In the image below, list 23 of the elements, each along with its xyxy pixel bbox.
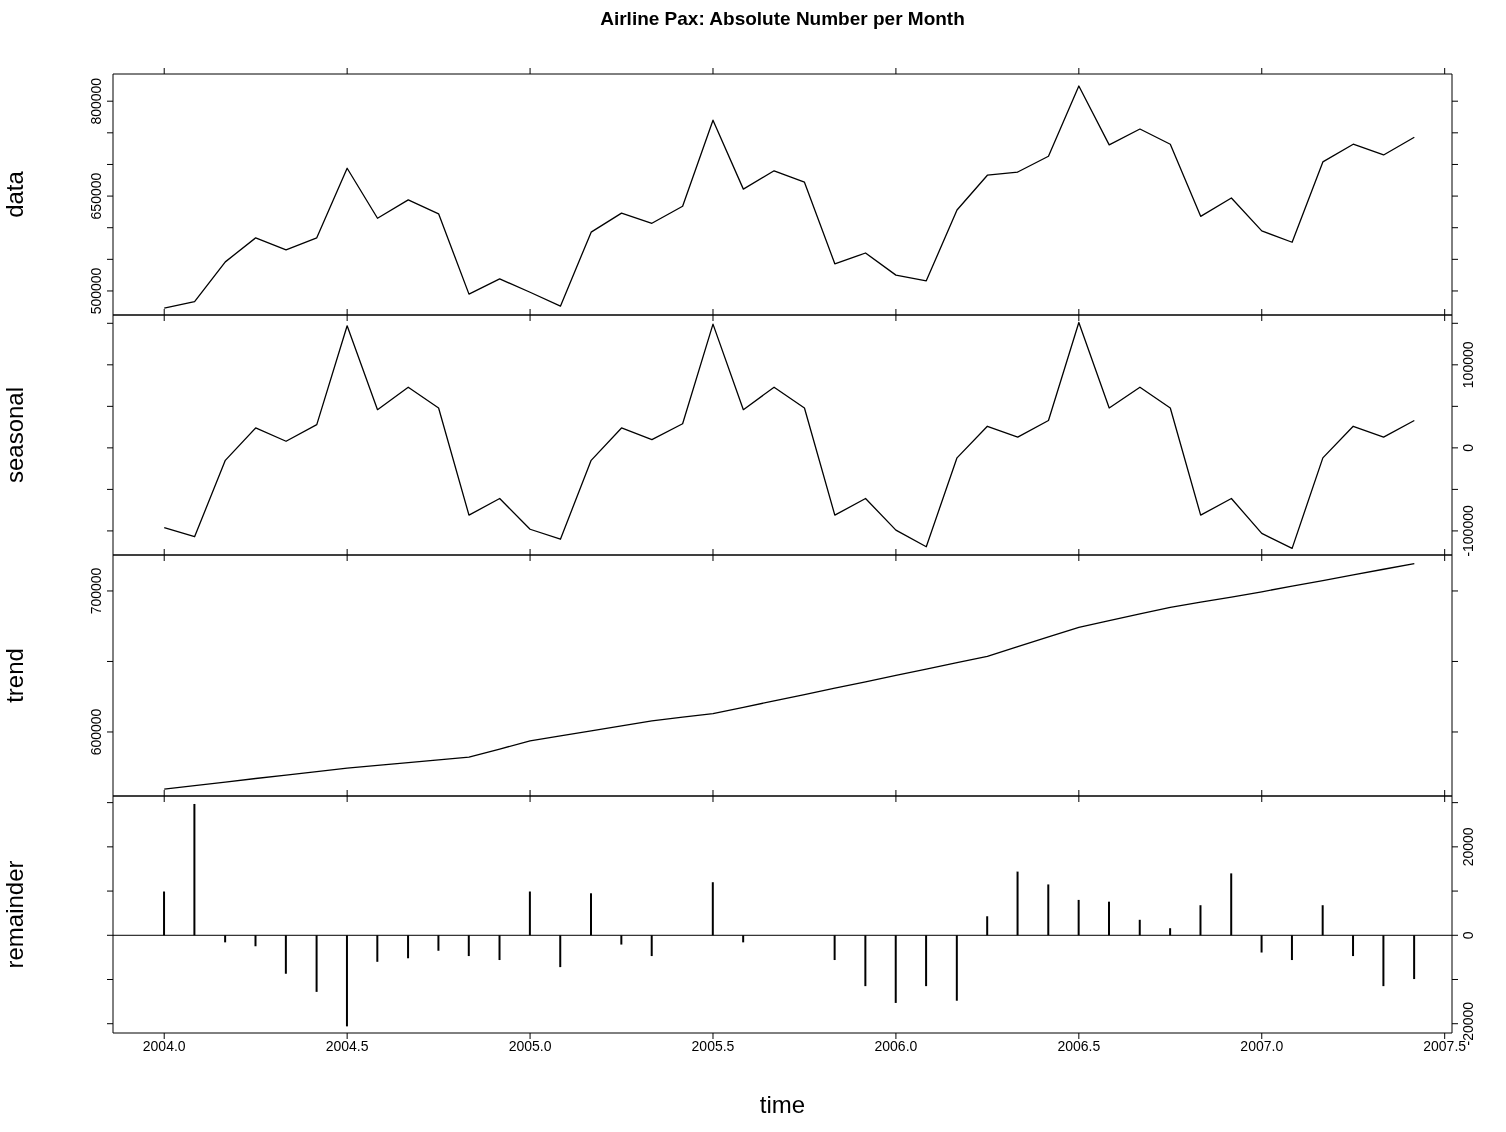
y2-tick-label: 0 <box>1460 443 1476 452</box>
y-axis-title: remainder <box>0 860 28 969</box>
y-tick-label: 800000 <box>88 77 104 125</box>
y-tick-label: 650000 <box>88 172 104 220</box>
y2-tick-label: 20000 <box>1460 827 1476 867</box>
x-tick-label: 2005.5 <box>691 1037 735 1054</box>
x-tick-label: 2006.0 <box>874 1037 918 1054</box>
y-axis-title: data <box>0 170 28 218</box>
x-tick-label: 2004.0 <box>142 1037 186 1054</box>
x-tick-label: 2007.0 <box>1240 1037 1284 1054</box>
x-tick-label: 2004.5 <box>325 1037 369 1054</box>
y2-tick-label: 100000 <box>1460 341 1476 389</box>
x-axis-title: time <box>759 1091 806 1118</box>
y-tick-label: 700000 <box>88 567 104 615</box>
y-axis-title: trend <box>0 648 28 703</box>
chart-title: Airline Pax: Absolute Number per Month <box>599 8 966 30</box>
y-tick-label: 500000 <box>88 267 104 315</box>
y-tick-label: 600000 <box>88 708 104 756</box>
y2-tick-label: 0 <box>1460 931 1476 940</box>
x-tick-label: 2006.5 <box>1057 1037 1101 1054</box>
x-tick-label: 2005.0 <box>508 1037 552 1054</box>
y-axis-title: seasonal <box>0 386 28 484</box>
y2-tick-label: -100000 <box>1460 505 1476 557</box>
